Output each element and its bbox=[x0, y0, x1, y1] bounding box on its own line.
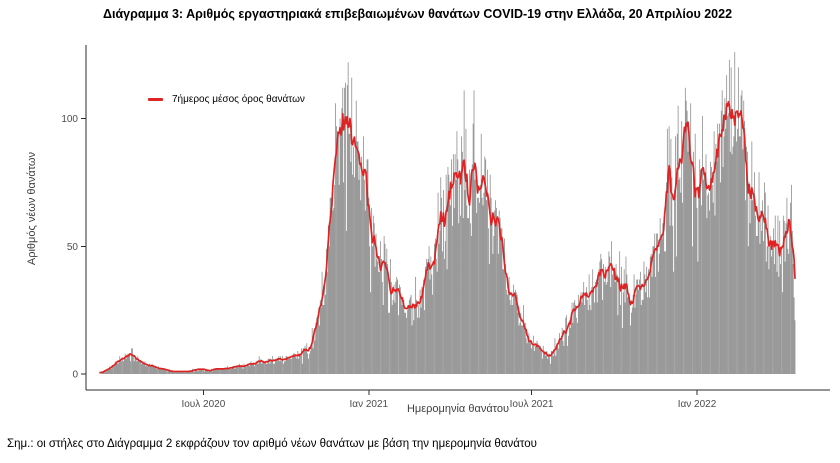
x-tick-label: Ιουλ 2021 bbox=[510, 399, 554, 410]
covid-deaths-chart: 0 50 100 Ιουλ 2020 Ιαν 2021 Ιουλ 2021 Ιαν 2022… bbox=[26, 45, 830, 415]
footnote: Σημ.: οι στήλες στο Διάγραμμα 2 εκφράζου… bbox=[7, 438, 537, 450]
chart-title: Διάγραμμα 3: Αριθμός εργαστηριακά επιβεβ… bbox=[103, 7, 733, 21]
chart-canvas: 0 50 100 Ιουλ 2020 Ιαν 2021 Ιουλ 2021 Ιαν 2022 bbox=[61, 45, 830, 410]
chart-legend: 7ήμερος μέσος όρος θανάτων bbox=[148, 94, 305, 105]
y-tick-label: 0 bbox=[72, 370, 78, 381]
y-tick-label: 50 bbox=[67, 242, 79, 253]
y-axis-title: Αριθμός νέων θανάτων bbox=[26, 152, 38, 266]
x-tick-label: Ιουλ 2020 bbox=[181, 399, 225, 410]
legend-label: 7ήμερος μέσος όρος θανάτων bbox=[172, 94, 305, 105]
seven-day-average-line bbox=[99, 100, 796, 374]
legend-line-swatch bbox=[148, 98, 163, 101]
x-tick-label: Ιαν 2021 bbox=[350, 399, 389, 410]
x-axis-title: Ημερομηνία θανάτου bbox=[406, 403, 510, 415]
y-tick-label: 100 bbox=[61, 114, 78, 125]
x-tick-label: Ιαν 2022 bbox=[678, 399, 717, 410]
